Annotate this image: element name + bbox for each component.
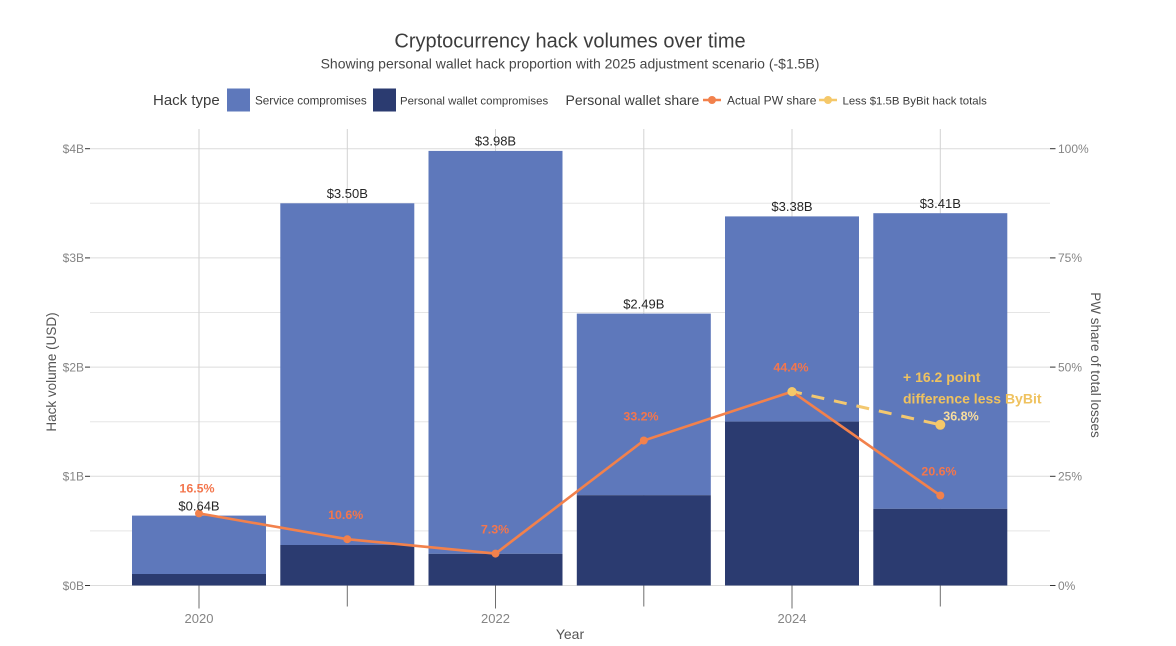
svg-text:$2.49B: $2.49B	[623, 296, 664, 311]
svg-text:2022: 2022	[481, 611, 510, 626]
svg-text:7.3%: 7.3%	[481, 523, 509, 537]
svg-text:Hack type: Hack type	[153, 92, 220, 109]
svg-text:44.4%: 44.4%	[773, 361, 808, 375]
svg-text:$3.38B: $3.38B	[771, 199, 812, 214]
svg-text:20.6%: 20.6%	[921, 465, 956, 479]
svg-text:75%: 75%	[1058, 251, 1082, 265]
svg-text:Cryptocurrency hack volumes ov: Cryptocurrency hack volumes over time	[394, 31, 745, 53]
svg-text:$3.50B: $3.50B	[327, 186, 368, 201]
svg-text:2020: 2020	[185, 611, 214, 626]
svg-text:$3B: $3B	[63, 251, 84, 265]
svg-text:Personal wallet compromises: Personal wallet compromises	[400, 96, 548, 108]
svg-text:+ 16.2 point: + 16.2 point	[903, 369, 981, 385]
svg-text:0%: 0%	[1058, 579, 1076, 593]
svg-text:50%: 50%	[1058, 360, 1082, 374]
svg-text:36.8%: 36.8%	[943, 409, 978, 423]
svg-text:$2B: $2B	[63, 360, 84, 374]
svg-text:16.5%: 16.5%	[179, 482, 214, 496]
svg-text:Showing personal wallet hack p: Showing personal wallet hack proportion …	[321, 56, 820, 72]
svg-text:Personal wallet share: Personal wallet share	[566, 92, 700, 108]
svg-text:100%: 100%	[1058, 142, 1089, 156]
svg-text:$1B: $1B	[63, 470, 84, 484]
svg-text:Hack volume (USD): Hack volume (USD)	[44, 312, 59, 431]
svg-text:Actual PW share: Actual PW share	[727, 94, 817, 108]
svg-text:$0B: $0B	[63, 579, 84, 593]
svg-text:$0.64B: $0.64B	[178, 498, 219, 513]
svg-text:Service compromises: Service compromises	[255, 95, 367, 108]
svg-text:Less $1.5B ByBit hack totals: Less $1.5B ByBit hack totals	[843, 96, 988, 108]
svg-text:2024: 2024	[778, 611, 807, 626]
svg-text:$3.41B: $3.41B	[920, 196, 961, 211]
svg-text:10.6%: 10.6%	[328, 508, 363, 522]
svg-text:PW share of total losses: PW share of total losses	[1088, 292, 1103, 438]
svg-text:difference less ByBit: difference less ByBit	[903, 391, 1042, 407]
svg-text:$3.98B: $3.98B	[475, 134, 516, 149]
svg-text:Year: Year	[556, 626, 585, 642]
svg-text:$4B: $4B	[63, 142, 84, 156]
svg-text:33.2%: 33.2%	[623, 410, 658, 424]
svg-text:25%: 25%	[1058, 470, 1082, 484]
